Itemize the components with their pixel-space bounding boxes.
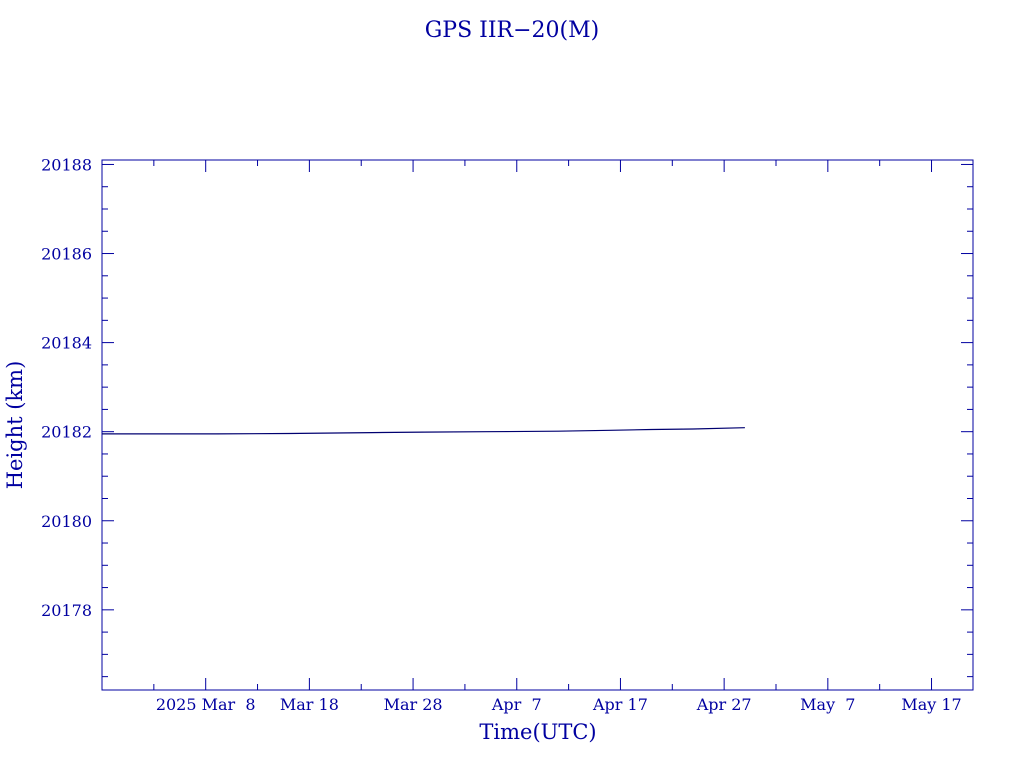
axis-ticks: [101, 160, 973, 690]
y-tick-label: 20188: [41, 155, 92, 174]
x-tick-label: Apr 17: [592, 695, 648, 714]
y-tick-label: 20180: [41, 512, 92, 531]
x-tick-label: Apr 27: [696, 695, 752, 714]
y-tick-label: 20186: [41, 245, 92, 264]
y-tick-label: 20178: [41, 601, 92, 620]
x-tick-label: Apr 7: [491, 695, 542, 714]
x-axis-label: Time(UTC): [479, 720, 596, 744]
y-tick-label: 20182: [41, 423, 92, 442]
x-tick-label: Mar 28: [384, 695, 443, 714]
series-layer: [102, 427, 745, 435]
y-axis-label: Height (km): [3, 361, 27, 490]
chart-title: GPS IIR−20(M): [425, 18, 600, 43]
plot-frame: [101, 159, 974, 691]
x-tick-label: Mar 18: [280, 695, 339, 714]
x-tick-label: May 17: [901, 695, 961, 714]
x-tick-label: May 7: [800, 695, 855, 714]
y-tick-label: 20184: [41, 334, 92, 353]
x-tick-label: 2025 Mar 8: [156, 695, 256, 714]
tick-labels: 2025 Mar 8 Mar 18 Mar 28 Apr 7 Apr 17 Apr 27 M…: [41, 155, 962, 714]
series-line-height: [102, 427, 745, 435]
